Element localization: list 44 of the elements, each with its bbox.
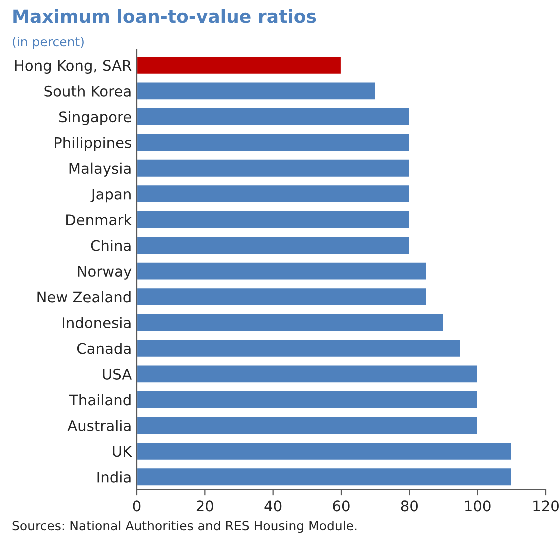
x-tick-label: 0 xyxy=(133,500,141,512)
y-tick-label: USA xyxy=(103,368,132,380)
bar xyxy=(137,468,512,487)
y-tick-label: Japan xyxy=(90,189,131,203)
bar xyxy=(137,262,428,281)
bar xyxy=(137,184,410,204)
bar xyxy=(137,287,428,307)
bar xyxy=(137,442,512,461)
x-tick-label: 120 xyxy=(534,500,559,512)
y-tick-label: Canada xyxy=(77,342,131,354)
bar xyxy=(137,82,376,101)
y-tick-label: South Korea xyxy=(44,86,131,97)
y-tick-label: Australia xyxy=(68,420,131,432)
bar xyxy=(137,338,462,358)
bar xyxy=(137,56,342,75)
bar xyxy=(137,158,410,178)
x-tick-label: 60 xyxy=(333,500,350,512)
y-tick-label: China xyxy=(91,240,131,252)
y-tick-label: New Zealand xyxy=(38,291,131,303)
source-note: Sources: National Authorities and RES Housing Module. xyxy=(12,520,357,534)
bar xyxy=(137,313,444,332)
x-tick-label: 40 xyxy=(264,500,282,512)
y-tick-label: Norway xyxy=(78,266,132,280)
y-tick-label: Malaysia xyxy=(70,162,131,177)
x-tick-label: 20 xyxy=(196,500,214,512)
y-tick-label: India xyxy=(98,472,131,483)
y-tick-label: Indonesia xyxy=(63,317,131,328)
bar xyxy=(137,390,478,410)
y-tick-label: Hong Kong, SAR xyxy=(15,60,132,74)
bar xyxy=(137,133,410,152)
bar xyxy=(137,236,410,256)
y-tick-label: Philippines xyxy=(55,137,132,152)
bar xyxy=(137,416,478,436)
bar xyxy=(137,364,478,384)
x-tick-label: 80 xyxy=(401,500,418,512)
y-tick-label: UK xyxy=(113,446,132,458)
chart-title: Maximum loan-to-value ratios xyxy=(14,9,316,24)
bar xyxy=(137,210,410,230)
x-tick-label: 100 xyxy=(466,500,491,512)
y-tick-label: Thailand xyxy=(69,394,131,406)
y-tick-label: Denmark xyxy=(66,214,132,226)
bar xyxy=(137,107,410,126)
y-tick-label: Singapore xyxy=(60,111,132,126)
chart-subtitle: (in percent) xyxy=(13,36,84,50)
